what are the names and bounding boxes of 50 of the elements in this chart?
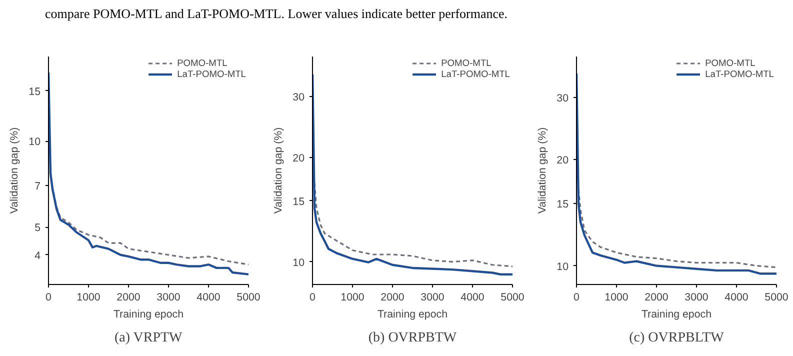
x-axis-title: Training epoch <box>377 308 448 320</box>
x-tick-label: 4000 <box>196 292 220 304</box>
x-axis-title: Training epoch <box>641 308 712 320</box>
line-series <box>576 72 776 275</box>
x-tick-label: 5000 <box>500 292 524 304</box>
x-axis-title: Training epoch <box>113 308 184 320</box>
x-tick-label: 2000 <box>116 292 140 304</box>
text: (b) OVRPBTW <box>368 330 458 346</box>
legend-label: LaT-POMO-MTL <box>177 69 246 79</box>
y-tick-label: 15 <box>556 198 569 211</box>
y-axis-title: Validation gap (%) <box>8 127 21 214</box>
x-tick-label: 3000 <box>684 292 708 304</box>
y-axis-title: Validation gap (%) <box>536 127 549 214</box>
legend-label: LaT-POMO-MTL <box>705 69 774 79</box>
line-series <box>314 182 512 268</box>
x-tick-label: 2000 <box>644 292 668 304</box>
y-tick-label: 7 <box>34 180 41 192</box>
x-tick-label: 1000 <box>604 292 628 304</box>
x-tick-label: 0 <box>574 292 580 304</box>
legend-label: POMO-MTL <box>441 58 492 68</box>
y-tick-label: 30 <box>292 92 305 104</box>
y-tick-label: 15 <box>292 196 305 208</box>
text: (a) VRPTW <box>114 330 184 346</box>
y-tick-label: 10 <box>556 260 569 273</box>
x-tick-label: 0 <box>46 292 52 304</box>
y-tick-label: 10 <box>292 256 305 269</box>
y-tick-label: 20 <box>556 154 569 167</box>
y-tick-label: 5 <box>34 222 41 234</box>
x-tick-label: 5000 <box>236 292 260 304</box>
y-axis-title: Validation gap (%) <box>272 127 285 214</box>
line-series <box>48 71 248 276</box>
y-tick-label: 10 <box>28 136 41 148</box>
y-tick-label: 4 <box>34 250 41 262</box>
x-tick-label: 3000 <box>420 292 444 304</box>
x-tick-label: 1000 <box>340 292 364 304</box>
x-tick-label: 1000 <box>76 292 100 304</box>
legend-label: LaT-POMO-MTL <box>441 69 510 79</box>
x-tick-label: 0 <box>310 292 316 304</box>
x-tick-label: 2000 <box>380 292 404 304</box>
x-tick-label: 4000 <box>724 292 748 304</box>
x-tick-label: 4000 <box>460 292 484 304</box>
y-tick-label: 15 <box>28 86 41 98</box>
x-tick-label: 5000 <box>764 292 788 304</box>
y-tick-label: 20 <box>292 152 305 165</box>
legend-label: POMO-MTL <box>177 58 228 68</box>
legend-label: POMO-MTL <box>705 58 756 68</box>
x-tick-label: 3000 <box>156 292 180 304</box>
text: (c) OVRPBLTW <box>629 330 725 346</box>
y-tick-label: 30 <box>556 92 569 104</box>
text: compare POMO-MTL and LaT-POMO-MTL. Lower values indicate better performance. <box>45 5 508 23</box>
